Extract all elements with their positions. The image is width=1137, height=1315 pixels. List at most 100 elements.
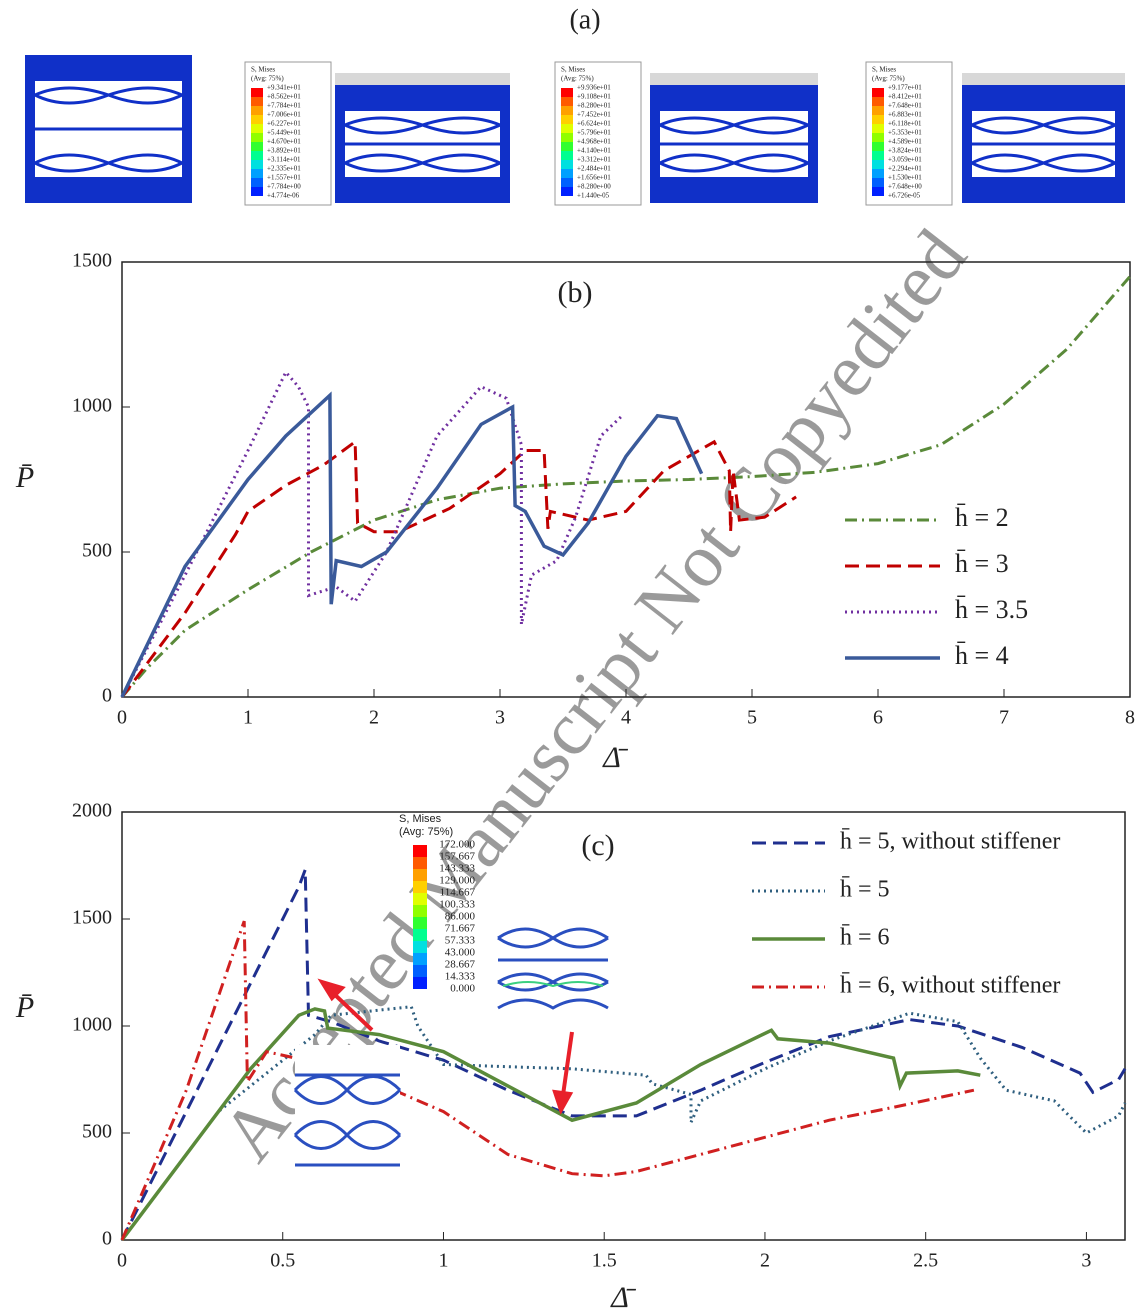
legend-label: +5.353e+01 (888, 129, 922, 137)
inset-legend-label: 157.667 (439, 851, 475, 863)
plate (650, 85, 818, 103)
color-swatch (251, 169, 263, 178)
inset-legend-subtitle: (Avg: 75%) (399, 826, 453, 838)
legend-label: +8.280e+01 (577, 102, 611, 110)
x-tick-label: 0 (117, 707, 127, 729)
legend-label: +7.784e+01 (267, 102, 301, 110)
color-swatch (413, 857, 427, 869)
legend-label: +6.726e-05 (888, 192, 921, 200)
plate (335, 85, 510, 103)
y-tick-label: 500 (82, 540, 112, 562)
panel-a-label: (a) (569, 4, 600, 35)
y-tick-label: 1500 (72, 250, 112, 272)
plot-frame (122, 812, 1125, 1240)
legend-label: +5.796e+01 (577, 129, 611, 137)
x-tick-label: 2 (369, 707, 379, 729)
legend-label: h̄ = 4 (955, 641, 1009, 670)
figure: (a) S, Mises(Avg: 75%)+9.341e+01+8.562e+… (0, 0, 1137, 1315)
legend-label: h̄ = 6 (840, 924, 890, 950)
legend-label: +7.784e+00 (267, 183, 301, 191)
x-tick-label: 8 (1125, 707, 1135, 729)
y-tick-label: 500 (82, 1121, 112, 1143)
x-tick-label: 3 (1081, 1250, 1091, 1272)
y-tick-label: 1500 (72, 907, 112, 929)
x-tick-label: 1.5 (592, 1250, 617, 1272)
y-tick-label: 1000 (72, 1014, 112, 1036)
legend-label: +8.562e+01 (267, 93, 301, 101)
legend-title: S, Mises (251, 66, 275, 74)
legend-label: +3.312e+01 (577, 156, 611, 164)
x-tick-label: 3 (495, 707, 505, 729)
color-swatch (561, 106, 573, 115)
legend-label: h̄ = 3.5 (955, 595, 1028, 624)
x-tick-label: 1 (243, 707, 253, 729)
color-swatch (413, 953, 427, 965)
inset-legend-label: 114.667 (440, 887, 476, 899)
color-swatch (413, 917, 427, 929)
legend-label: +4.670e+01 (267, 138, 301, 146)
color-swatch (872, 142, 884, 151)
color-swatch (413, 965, 427, 977)
plate (650, 185, 818, 203)
fixture (962, 73, 1125, 87)
color-swatch (561, 115, 573, 124)
y-tick-label: 2000 (72, 800, 112, 822)
x-tick-label: 4 (621, 707, 631, 729)
color-swatch (413, 845, 427, 857)
color-swatch (872, 88, 884, 97)
legend-label: h̄ = 5, without stiffener (840, 828, 1060, 854)
arrow-head (555, 1092, 570, 1110)
plate (25, 185, 192, 203)
plate (962, 185, 1125, 203)
legend-label: +3.824e+01 (888, 147, 922, 155)
y-tick-label: 0 (102, 1228, 112, 1250)
legend-label: +4.968e+01 (577, 138, 611, 146)
color-swatch (251, 142, 263, 151)
inset-legend-label: 43.000 (445, 947, 476, 959)
legend-label: +3.059e+01 (888, 156, 922, 164)
color-swatch (251, 151, 263, 160)
x-tick-label: 1 (438, 1250, 448, 1272)
color-swatch (561, 178, 573, 187)
inset-structure (295, 1045, 400, 1195)
color-swatch (413, 869, 427, 881)
color-swatch (251, 115, 263, 124)
color-swatch (413, 893, 427, 905)
legend-label: +9.108e+01 (577, 93, 611, 101)
legend-subtitle: (Avg: 75%) (561, 75, 594, 83)
legend-label: +9.341e+01 (267, 84, 301, 92)
legend-label: +6.118e+01 (888, 120, 922, 128)
color-swatch (251, 133, 263, 142)
legend-label: +7.452e+01 (577, 111, 611, 119)
plate (25, 55, 192, 73)
fixture (335, 73, 510, 87)
x-tick-label: 0.5 (270, 1250, 295, 1272)
chart-title: (b) (558, 276, 593, 309)
legend-label: +8.412e+01 (888, 93, 922, 101)
legend-subtitle: (Avg: 75%) (872, 75, 905, 83)
fixture (650, 73, 818, 87)
x-tick-label: 5 (747, 707, 757, 729)
legend-label: +4.140e+01 (577, 147, 611, 155)
color-swatch (872, 151, 884, 160)
legend-label: +1.656e+01 (577, 174, 611, 182)
color-swatch (872, 160, 884, 169)
x-axis-label: Δ̄ (602, 741, 629, 774)
y-tick-label: 0 (102, 685, 112, 707)
legend-title: S, Mises (561, 66, 585, 74)
legend-label: +3.892e+01 (267, 147, 301, 155)
series-line (122, 372, 622, 697)
inset-legend-label: 86.000 (445, 911, 476, 923)
legend-label: +9.936e+01 (577, 84, 611, 92)
legend-label: h̄ = 5 (840, 876, 890, 902)
legend-label: +4.589e+01 (888, 138, 922, 146)
panel-a: S, Mises(Avg: 75%)+9.341e+01+8.562e+01+7… (25, 55, 1125, 205)
color-swatch (561, 169, 573, 178)
color-swatch (413, 941, 427, 953)
y-tick-label: 1000 (72, 395, 112, 417)
legend-label: +9.177e+01 (888, 84, 922, 92)
inset-legend-label: 172.000 (439, 839, 475, 851)
legend-label: +4.774e-06 (267, 192, 300, 200)
inset-structure (498, 920, 608, 1030)
legend-label: h̄ = 2 (955, 503, 1009, 532)
